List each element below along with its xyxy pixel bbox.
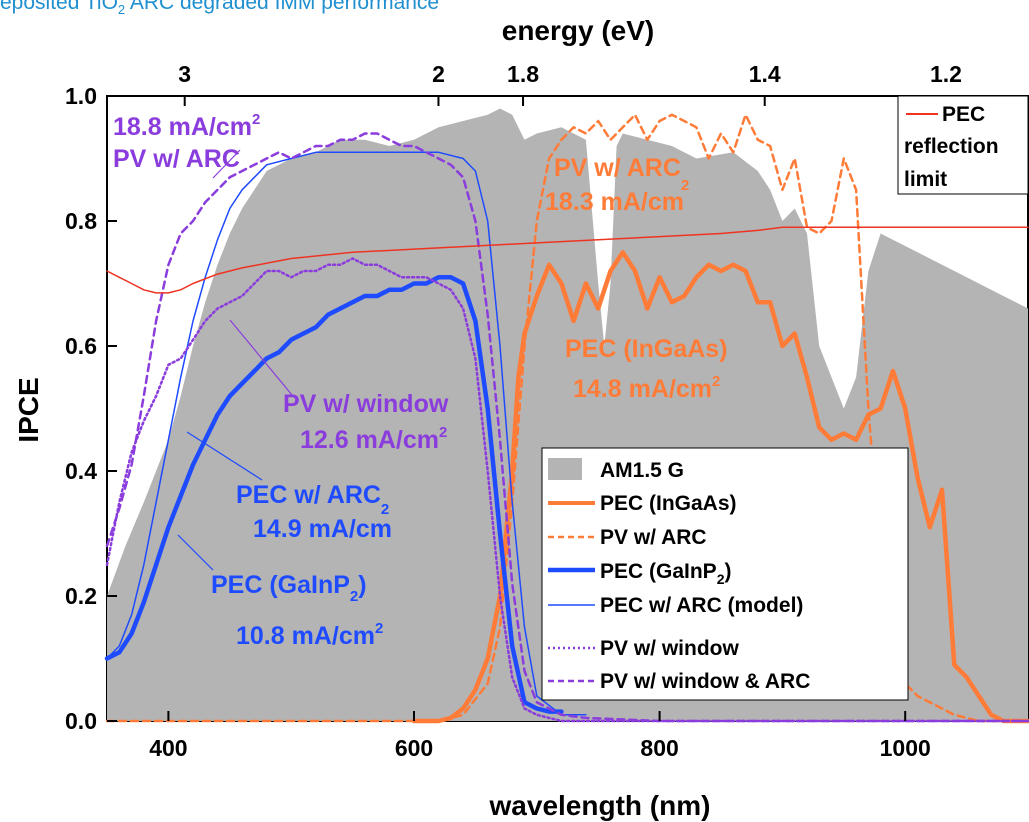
legend-label-pv-window-arc: PV w/ window & ARC <box>600 670 810 693</box>
x-tick-label: 1000 <box>880 735 931 761</box>
svg-text:PEC (GaInP2): PEC (GaInP2) <box>600 560 732 587</box>
series-pec-ingaas <box>411 250 1029 724</box>
reflection-legend-line-2: reflection <box>904 135 999 158</box>
annotation-text: 14.9 mA/cm <box>253 515 392 543</box>
series-pec-gainp2 <box>104 275 564 714</box>
annotation-text: PV w/ ARC <box>113 145 240 173</box>
legend-label-subscript: 2 <box>717 571 725 587</box>
top-axis-label: energy (eV) <box>502 15 655 46</box>
annotation-text: PEC (InGaAs) <box>565 335 728 363</box>
legend-label-pec-ingaas: PEC (InGaAs) <box>600 492 737 515</box>
y-tick-label: 0.0 <box>65 708 97 734</box>
legend-swatch-am15g <box>548 458 582 480</box>
y-tick-label: 1.0 <box>65 83 97 109</box>
y-tick-label: 0.6 <box>65 333 97 359</box>
annotation-superscript: 2 <box>681 177 689 194</box>
annotation-text: PEC (GaInP <box>211 571 350 599</box>
legend-label-pv-arc: PV w/ ARC <box>600 526 707 549</box>
annotation-superscript: 2 <box>712 373 720 390</box>
annotation-text: 12.6 mA/cm <box>300 426 439 454</box>
x-axis-label: wavelength (nm) <box>489 790 711 821</box>
caption-suffix: ARC degraded IMM performance <box>125 0 440 14</box>
legend-label-pec-arc-model: PEC w/ ARC (model) <box>600 594 803 617</box>
annotation-text: 10.8 mA/cm <box>236 622 375 650</box>
y-tick-label: 0.8 <box>65 208 97 234</box>
annotation-superscript: 2 <box>439 424 447 441</box>
reflection-legend: PEC reflection limit <box>897 95 1029 195</box>
series-pv-w-window-arc <box>105 132 1029 723</box>
main-legend: AM1.5 G PEC (InGaAs) PV w/ ARC PEC (GaIn… <box>541 447 909 701</box>
svg-text:12.6 mA/cm2: 12.6 mA/cm2 <box>300 424 447 454</box>
y-axis-label: IPCE <box>13 377 44 442</box>
top-tick-label: 1.8 <box>507 61 539 87</box>
reflection-legend-line-3: limit <box>904 168 947 191</box>
svg-text:PEC (GaInP2): PEC (GaInP2) <box>211 571 367 605</box>
annotation-text: PV w/ ARC <box>554 154 681 182</box>
annotation-text: PEC w/ ARC <box>236 481 381 509</box>
x-tick-label: 400 <box>149 735 187 761</box>
svg-text:PV w/ ARC2: PV w/ ARC2 <box>554 154 689 194</box>
annotation-text: 14.8 mA/cm <box>573 375 712 403</box>
x-tick-label: 600 <box>395 735 433 761</box>
annotation-pv-arc-purple: 18.8 mA/cm2 PV w/ ARC <box>113 111 260 173</box>
y-tick-label: 0.4 <box>65 458 97 484</box>
top-tick-label: 1.4 <box>749 61 781 87</box>
svg-text:PEC w/ ARC2: PEC w/ ARC2 <box>236 481 389 518</box>
x-tick-label: 800 <box>640 735 678 761</box>
caption-prefix: eposited TiO <box>0 0 118 14</box>
top-tick-label: 2 <box>432 61 445 87</box>
legend-label-am15g: AM1.5 G <box>600 459 684 482</box>
annotation-pec-arc: PEC w/ ARC2 14.9 mA/cm <box>236 481 392 543</box>
annotation-text: 18.3 mA/cm <box>545 188 684 216</box>
y-tick-label: 0.2 <box>65 583 97 609</box>
top-tick-label: 3 <box>178 61 191 87</box>
legend-label-pec-gainp: PEC (GaInP <box>600 560 717 583</box>
legend-label-pv-window: PV w/ window <box>600 637 740 660</box>
annotation-leaders <box>177 149 293 571</box>
top-tick-label: 1.2 <box>930 61 962 87</box>
series-pec-w-arc-model <box>106 151 587 716</box>
annotation-pv-arc-orange: PV w/ ARC2 18.3 mA/cm <box>545 154 689 216</box>
legend-label-tail: ) <box>725 560 732 583</box>
caption-subscript: 2 <box>117 2 126 18</box>
annotation-superscript: 2 <box>381 501 389 518</box>
svg-text:18.8 mA/cm2: 18.8 mA/cm2 <box>113 111 260 141</box>
svg-text:10.8 mA/cm2: 10.8 mA/cm2 <box>236 620 383 650</box>
annotation-text: PV w/ window <box>283 390 449 418</box>
annotation-pv-window: PV w/ window 12.6 mA/cm2 <box>283 390 449 454</box>
series-pv-w-arc <box>105 113 1029 723</box>
reflection-legend-line-1: PEC <box>942 103 985 126</box>
svg-text:14.8 mA/cm2: 14.8 mA/cm2 <box>573 373 720 403</box>
annotation-superscript: 2 <box>252 111 260 128</box>
annotation-pec-gainp: PEC (GaInP2) 10.8 mA/cm2 <box>211 571 383 650</box>
series-pv-w-window <box>105 257 1029 723</box>
annotation-pec-ingaas: PEC (InGaAs) 14.8 mA/cm2 <box>565 335 728 403</box>
annotation-text: 18.8 mA/cm <box>113 113 252 141</box>
series-pec-reflection-limit <box>106 226 1029 294</box>
figure-caption: eposited TiO2 ARC degraded IMM performan… <box>0 0 439 17</box>
